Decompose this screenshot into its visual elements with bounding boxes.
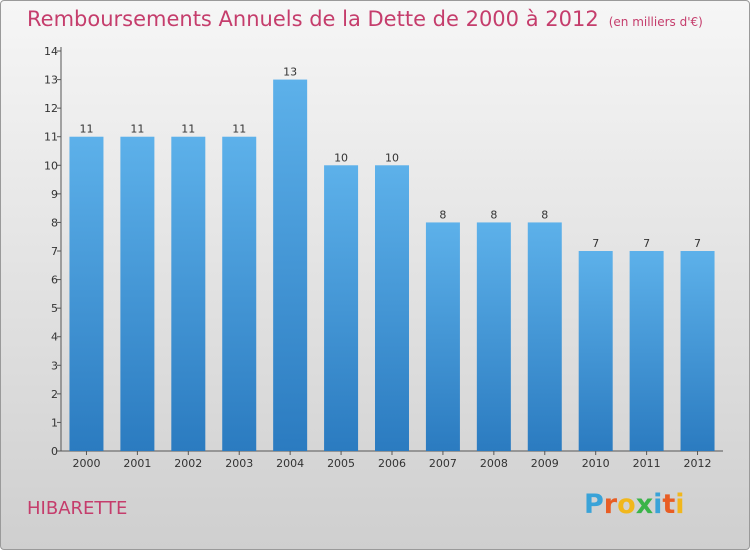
- y-tick-label: 1: [51, 416, 58, 429]
- data-label: 11: [181, 123, 195, 136]
- logo-letter: o: [617, 489, 636, 520]
- x-tick-label: 2000: [72, 457, 100, 470]
- data-label: 10: [385, 151, 399, 164]
- data-label: 10: [334, 151, 348, 164]
- data-label: 7: [643, 237, 650, 250]
- data-label: 11: [79, 123, 93, 136]
- x-tick-label: 2012: [684, 457, 712, 470]
- proxiti-logo: Proxiti: [584, 489, 685, 520]
- chart-subtitle: (en milliers d'€): [608, 15, 703, 29]
- title-text: Remboursements Annuels de la Dette de 20…: [27, 7, 599, 31]
- labels: 11 11 11 11 13 10 10 8 8 8 7 7 7: [79, 66, 701, 250]
- bar: [222, 136, 257, 451]
- x-tick-label: 2011: [633, 457, 661, 470]
- bar: [69, 136, 104, 451]
- y-tick-label: 7: [51, 245, 58, 258]
- bar: [324, 165, 359, 452]
- logo-letter: r: [603, 489, 618, 520]
- bar: [425, 222, 460, 451]
- y-tick-label: 9: [51, 188, 58, 201]
- y-tick-label: 0: [51, 445, 58, 458]
- data-label: 8: [490, 208, 497, 221]
- bar: [629, 251, 664, 451]
- y-tick-label: 3: [51, 359, 58, 372]
- logo-letter: i: [675, 489, 685, 520]
- bars: [69, 79, 715, 452]
- x-tick-label: 2001: [123, 457, 151, 470]
- logo-letter: t: [662, 489, 676, 520]
- x-tick-label: 2004: [276, 457, 304, 470]
- logo-letter: P: [584, 489, 604, 520]
- bar: [273, 79, 308, 452]
- x-tick-label: 2010: [582, 457, 610, 470]
- data-label: 7: [694, 237, 701, 250]
- bar: [171, 136, 206, 451]
- data-label: 7: [592, 237, 599, 250]
- logo-letter: i: [653, 489, 663, 520]
- bar: [680, 251, 715, 451]
- y-tick-label: 11: [44, 131, 58, 144]
- x-tick-label: 2008: [480, 457, 508, 470]
- data-label: 11: [232, 123, 246, 136]
- x-tick-label: 2009: [531, 457, 559, 470]
- data-label: 8: [439, 208, 446, 221]
- data-label: 13: [283, 66, 297, 79]
- y-tick-label: 5: [51, 302, 58, 315]
- y-tick-label: 8: [51, 216, 58, 229]
- x-tick-label: 2005: [327, 457, 355, 470]
- x-tick-label: 2006: [378, 457, 406, 470]
- y-tick-label: 13: [44, 74, 58, 87]
- y-tick-label: 2: [51, 388, 58, 401]
- y-tick-label: 14: [44, 45, 58, 58]
- y-tick-label: 12: [44, 102, 58, 115]
- bar: [527, 222, 562, 451]
- y-tick-label: 4: [51, 331, 58, 344]
- y-tick-label: 6: [51, 274, 58, 287]
- data-label: 11: [130, 123, 144, 136]
- x-tick-label: 2007: [429, 457, 457, 470]
- x-tick-label: 2003: [225, 457, 253, 470]
- data-label: 8: [541, 208, 548, 221]
- bar: [375, 165, 409, 452]
- y-tick-label: 10: [44, 159, 58, 172]
- bar: [120, 136, 155, 451]
- bar: [578, 251, 613, 451]
- town-name: HIBARETTE: [27, 498, 128, 519]
- bar: [476, 222, 511, 451]
- logo-letter: x: [635, 489, 654, 520]
- chart-title: Remboursements Annuels de la Dette de 20…: [27, 7, 703, 31]
- x-tick-label: 2002: [174, 457, 202, 470]
